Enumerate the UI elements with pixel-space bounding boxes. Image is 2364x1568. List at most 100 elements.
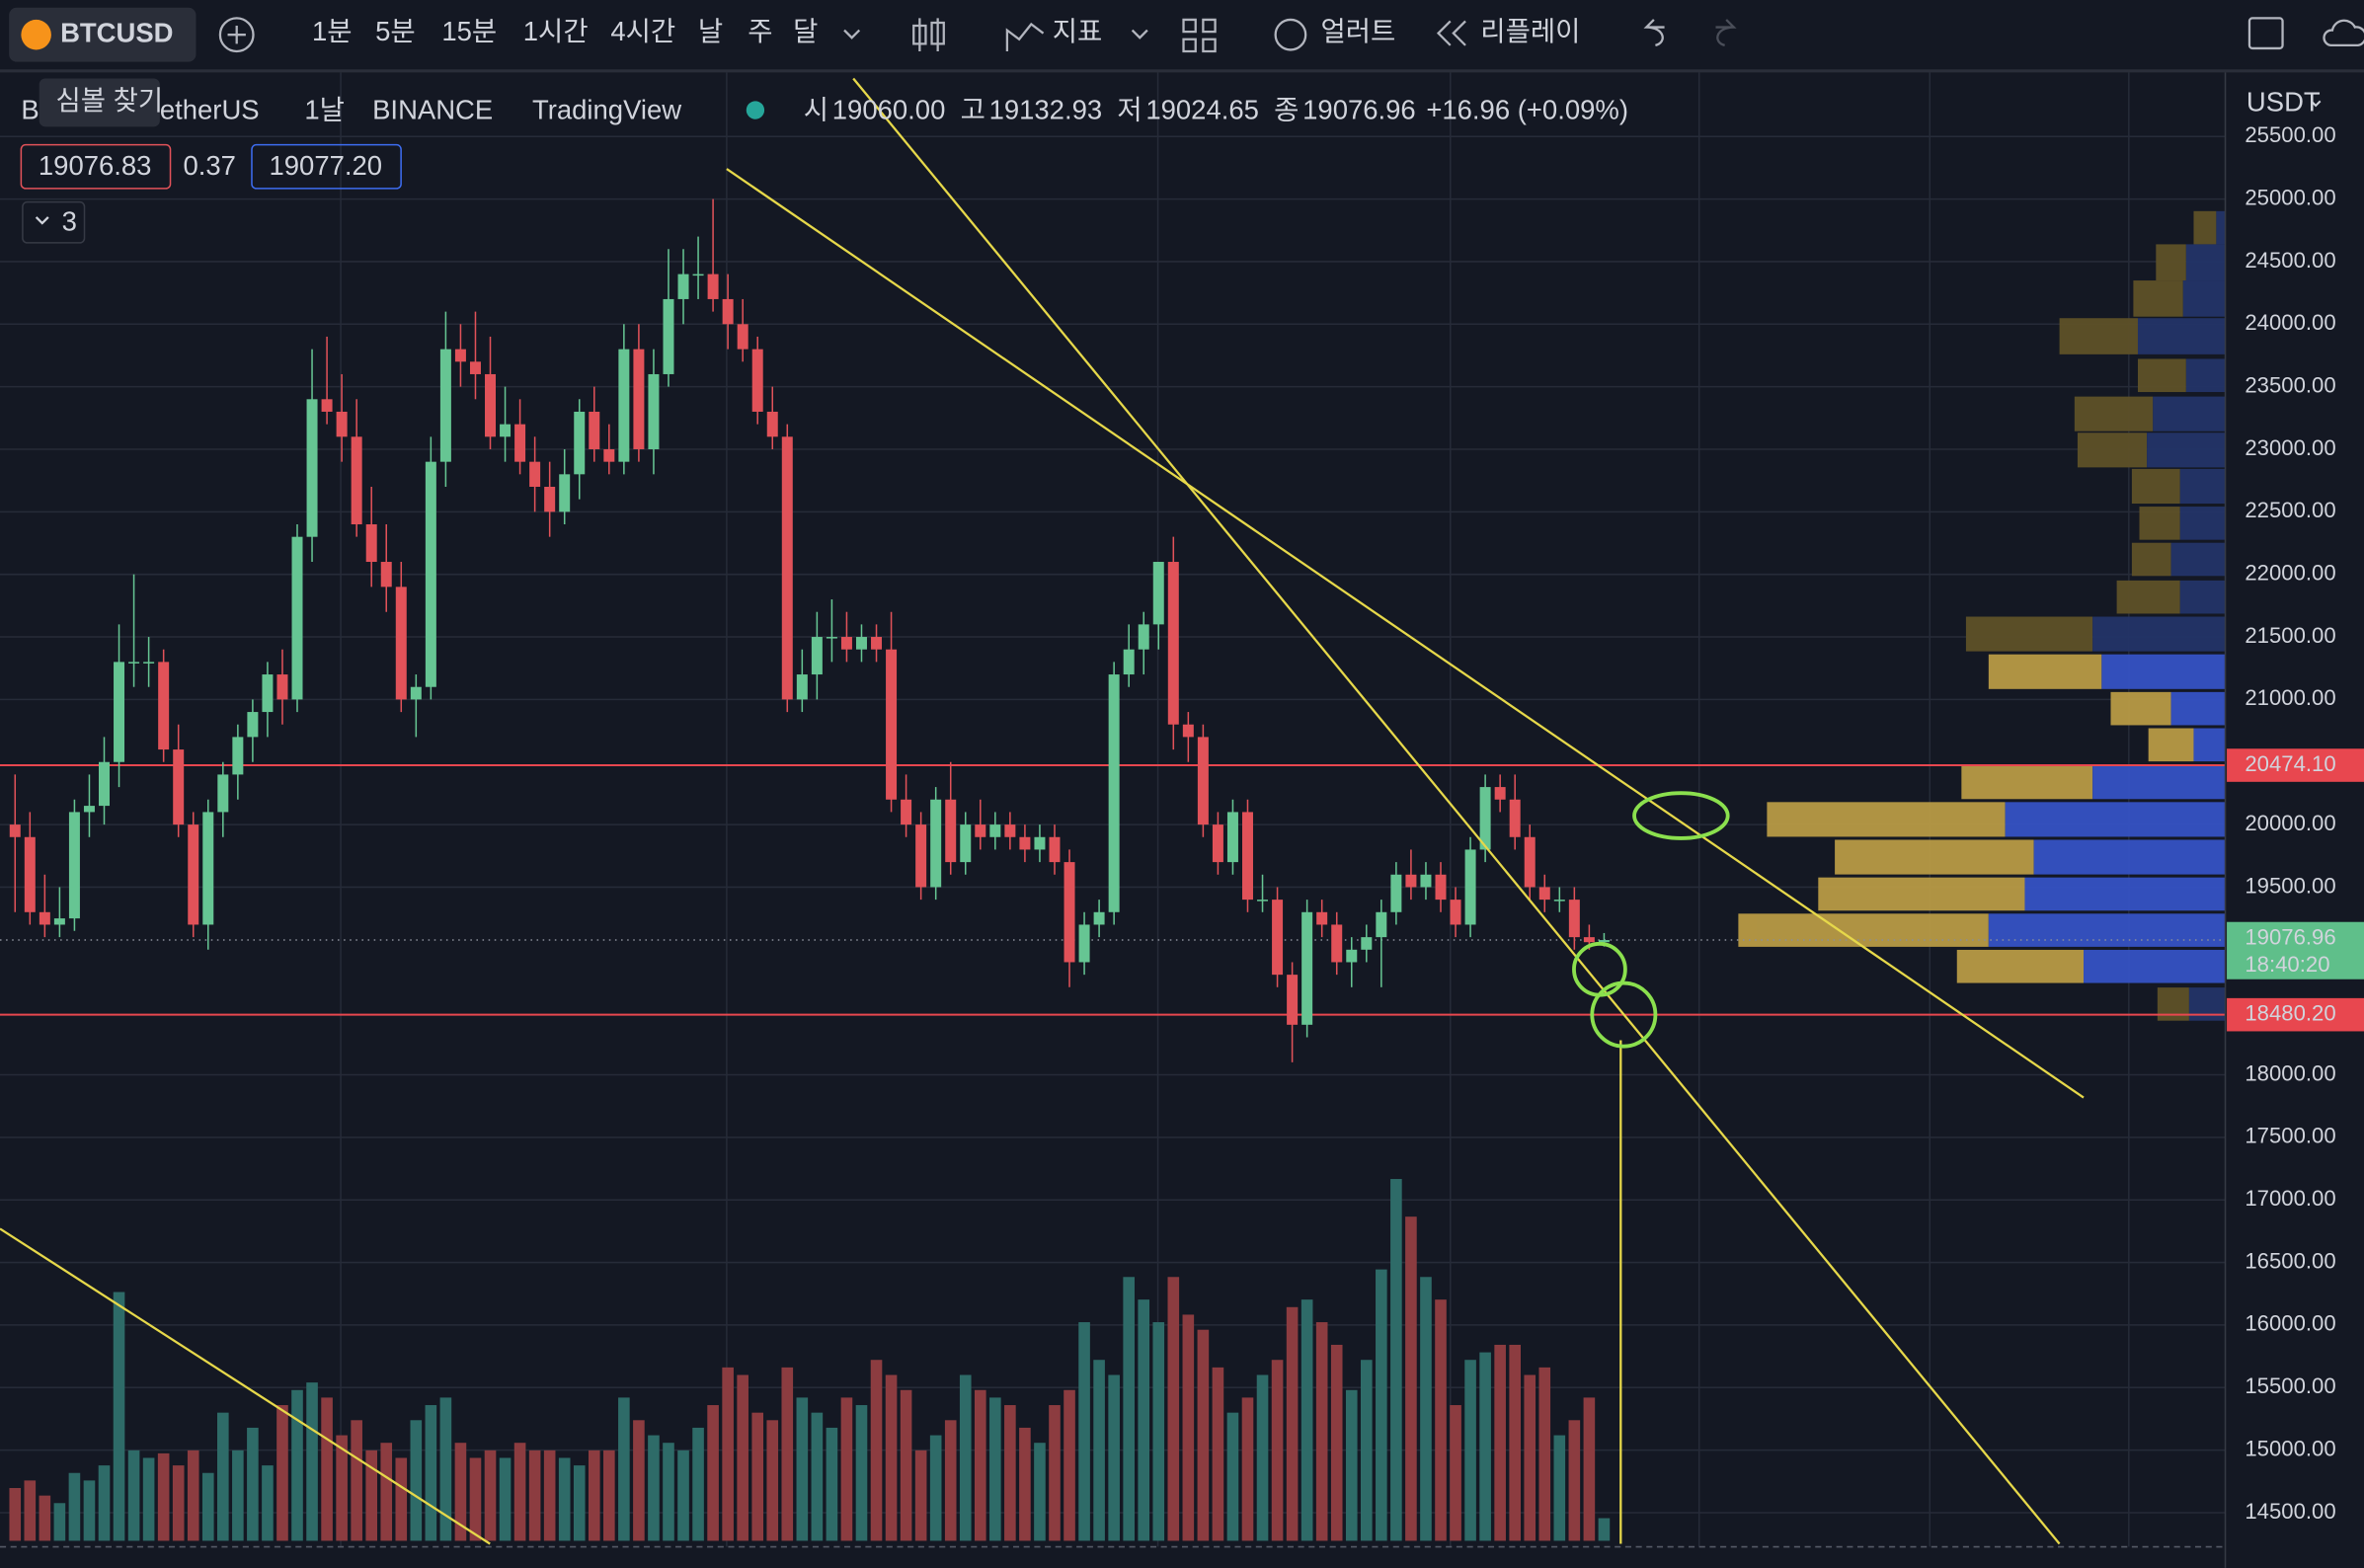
symbol-start: B [21, 94, 39, 124]
candle-body [766, 411, 778, 437]
volume-bar [1330, 1344, 1343, 1541]
collapse-box[interactable] [22, 200, 86, 244]
chart-type[interactable] [912, 18, 945, 51]
volume-bar [499, 1457, 512, 1541]
interval-button[interactable]: 1분 [312, 16, 353, 46]
interval-button[interactable]: 4시간 [610, 16, 675, 46]
volume-bar [1435, 1299, 1447, 1541]
add-symbol[interactable] [218, 17, 255, 53]
volume-bar [1182, 1314, 1195, 1541]
profile-buy [2033, 839, 2226, 875]
interval: 1날 [304, 94, 345, 124]
interval-button[interactable]: 주 [748, 16, 772, 46]
candle-body [439, 349, 451, 462]
candle-body [1464, 849, 1476, 925]
candle-body [1494, 787, 1506, 800]
candle-body [454, 349, 466, 362]
volume-bar [1553, 1435, 1566, 1541]
dropdown[interactable] [1131, 29, 1148, 39]
fullscreen[interactable] [2247, 17, 2284, 50]
volume-bar [1226, 1412, 1239, 1541]
volume-bar [766, 1420, 779, 1541]
sell[interactable]: 19076.83 [39, 150, 152, 181]
symbol-button[interactable] [9, 7, 197, 62]
ohlc-value: 19132.93 [989, 94, 1103, 124]
candle-body [1078, 924, 1090, 963]
candle-body [1152, 562, 1164, 625]
volume-bar [83, 1480, 96, 1541]
dropdown[interactable] [2310, 100, 2322, 108]
grid [0, 72, 2226, 1547]
candle-body [99, 761, 110, 807]
profile-sell [1965, 616, 2093, 652]
dropdown[interactable] [843, 29, 861, 39]
candle-body [559, 474, 571, 512]
profile-buy [2137, 318, 2226, 354]
cloud[interactable] [2323, 19, 2364, 47]
candle-body [1361, 937, 1373, 950]
profile-sell [2157, 987, 2189, 1021]
candle-body [1064, 862, 1075, 963]
interval-button[interactable]: 15분 [441, 16, 497, 46]
profile-sell [1988, 654, 2102, 689]
volume-bar [454, 1443, 467, 1541]
profile-buy [2005, 802, 2226, 837]
volume-bar [1034, 1443, 1046, 1541]
profile-sell [2074, 396, 2154, 431]
volume-bar [811, 1412, 824, 1541]
level-label: 20474.10 [2245, 751, 2335, 776]
sell-box[interactable] [20, 143, 172, 190]
interval-button[interactable]: 날 [698, 16, 723, 46]
undo[interactable] [1643, 19, 1665, 46]
volume-bar [751, 1412, 764, 1541]
buy-box[interactable] [251, 143, 402, 190]
candle-body [469, 361, 481, 374]
interval-button[interactable]: 1시간 [523, 16, 589, 46]
profile-sell [1818, 877, 2025, 911]
currency[interactable]: USDT [2246, 87, 2321, 118]
layouts[interactable] [1182, 18, 1217, 53]
candle-body [1108, 674, 1120, 912]
toolbar [0, 0, 2364, 70]
volume-bar [855, 1405, 868, 1541]
symbol[interactable]: BTCUSD [60, 17, 173, 47]
alert[interactable]: 얼러트 [1320, 16, 1395, 46]
indicators[interactable]: 지표 [1053, 16, 1103, 46]
countdown: 18:40:20 [2245, 952, 2329, 977]
volume-bar [558, 1457, 571, 1541]
y-tick-label: 21500.00 [2245, 623, 2335, 648]
replay[interactable]: 리플레이 [1480, 16, 1580, 46]
candle-body [1287, 975, 1299, 1025]
candle-body [1241, 812, 1253, 901]
volume-bar [395, 1457, 408, 1541]
candle-body [1538, 887, 1550, 901]
alert-icon [1274, 18, 1307, 51]
ohlc-label: 종 [1274, 94, 1299, 124]
volume-bar [1450, 1405, 1461, 1541]
volume-bar [1494, 1344, 1506, 1541]
y-tick-label: 21000.00 [2245, 685, 2335, 710]
volume-bar [380, 1443, 393, 1541]
candle-body [336, 411, 348, 437]
candle-body [410, 686, 422, 700]
buy[interactable]: 19077.20 [269, 150, 382, 181]
candle-body [1182, 724, 1194, 738]
volume-bar [944, 1420, 957, 1541]
profile-sell [2156, 244, 2186, 281]
interval-button[interactable]: 5분 [375, 16, 416, 46]
y-tick-label: 15500.00 [2245, 1373, 2335, 1398]
volume-bar [113, 1292, 125, 1541]
volume-bar [439, 1397, 452, 1541]
profile-buy [1988, 913, 2226, 947]
candle-body [291, 536, 303, 700]
interval-button[interactable]: 달 [793, 16, 818, 46]
candle-body [855, 637, 867, 650]
candle-body [485, 373, 497, 437]
market-status [746, 101, 765, 119]
btc-icon [21, 19, 51, 50]
profile-sell [2131, 542, 2171, 577]
redo[interactable] [1715, 19, 1737, 46]
collapse-count[interactable]: 3 [62, 205, 77, 236]
candle-body [1212, 824, 1223, 863]
